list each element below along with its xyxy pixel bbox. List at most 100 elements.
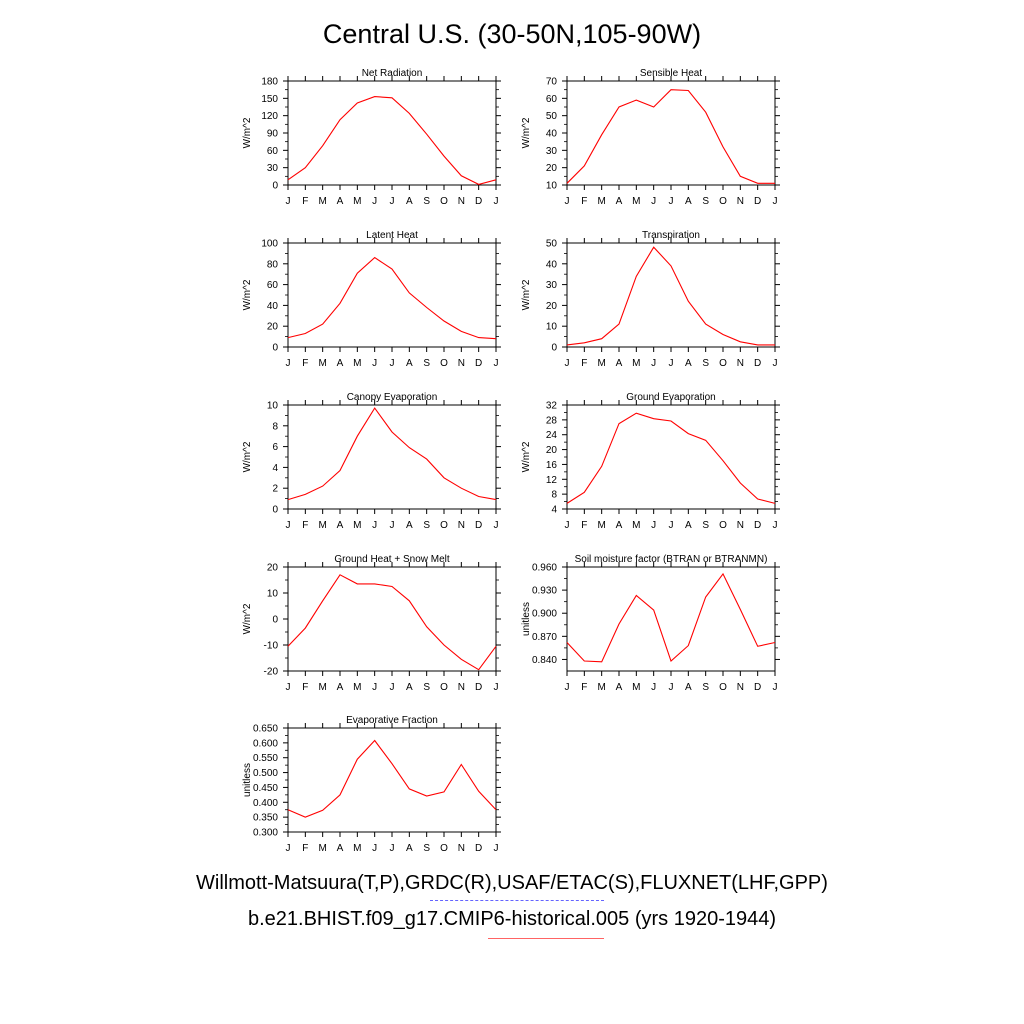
- x-tick-label: A: [406, 196, 413, 207]
- x-tick-label: A: [616, 358, 623, 369]
- y-tick-label: 16: [546, 460, 558, 471]
- page-title: Central U.S. (30-50N,105-90W): [322, 19, 702, 49]
- x-tick-label: F: [302, 358, 308, 369]
- x-tick-label: J: [494, 520, 499, 531]
- y-axis-label: W/m^2: [521, 117, 532, 148]
- x-tick-label: M: [318, 682, 326, 693]
- x-tick-label: M: [632, 196, 640, 207]
- y-tick-label: 20: [546, 163, 558, 174]
- series-line: [287, 96, 497, 185]
- x-tick-label: J: [494, 196, 499, 207]
- x-tick-label: N: [458, 196, 465, 207]
- x-tick-label: N: [458, 520, 465, 531]
- legend-observations-swatch: [430, 900, 604, 901]
- y-tick-label: 0: [272, 505, 278, 516]
- plot-frame: [566, 242, 776, 348]
- plot-frame: [566, 80, 776, 186]
- series-line: [566, 572, 776, 663]
- y-tick-label: 0.550: [253, 753, 278, 764]
- x-tick-label: J: [286, 520, 291, 531]
- x-tick-label: O: [440, 520, 448, 531]
- x-tick-label: D: [475, 682, 482, 693]
- x-tick-label: J: [390, 196, 395, 207]
- chart-panel-8: Soil moisture factor (BTRAN or BTRANMN) 0…: [521, 554, 780, 693]
- x-tick-label: F: [581, 682, 587, 693]
- x-tick-label: F: [302, 682, 308, 693]
- x-tick-label: M: [597, 520, 605, 531]
- x-tick-label: A: [337, 520, 344, 531]
- x-tick-label: D: [475, 358, 482, 369]
- y-tick-label: 8: [272, 421, 278, 432]
- x-tick-label: J: [494, 358, 499, 369]
- x-tick-label: J: [773, 682, 778, 693]
- y-tick-label: 20: [267, 563, 279, 574]
- y-tick-label: 20: [546, 445, 558, 456]
- panel-title: Canopy Evaporation: [347, 392, 438, 403]
- x-tick-label: A: [685, 358, 692, 369]
- y-tick-label: 10: [546, 181, 558, 192]
- x-tick-label: J: [565, 682, 570, 693]
- panel-title: Net Radiation: [362, 68, 423, 79]
- y-tick-label: 0.600: [253, 738, 278, 749]
- y-axis-label: W/m^2: [242, 117, 253, 148]
- x-tick-label: O: [719, 682, 727, 693]
- y-tick-label: 120: [261, 111, 278, 122]
- y-tick-label: 0.960: [532, 563, 557, 574]
- x-tick-label: J: [372, 682, 377, 693]
- y-tick-label: 6: [272, 442, 278, 453]
- y-axis-label: W/m^2: [242, 279, 253, 310]
- plot-frame: [287, 404, 497, 510]
- x-tick-label: A: [406, 520, 413, 531]
- y-tick-label: 0.840: [532, 655, 557, 666]
- x-tick-label: J: [372, 358, 377, 369]
- x-tick-label: J: [390, 843, 395, 854]
- series-line: [566, 246, 775, 346]
- y-tick-label: 50: [546, 239, 558, 250]
- x-tick-label: J: [390, 682, 395, 693]
- y-tick-label: 0: [551, 343, 557, 354]
- y-tick-label: 0.400: [253, 798, 278, 809]
- x-tick-label: J: [372, 520, 377, 531]
- x-tick-label: N: [737, 520, 744, 531]
- x-tick-label: M: [597, 196, 605, 207]
- x-tick-label: J: [286, 682, 291, 693]
- x-tick-label: D: [754, 358, 761, 369]
- x-tick-label: O: [440, 682, 448, 693]
- series-line: [287, 574, 497, 671]
- x-tick-label: J: [669, 520, 674, 531]
- x-tick-label: M: [597, 358, 605, 369]
- x-tick-label: F: [581, 358, 587, 369]
- x-tick-label: F: [302, 843, 308, 854]
- x-tick-label: S: [423, 682, 430, 693]
- x-tick-label: A: [685, 520, 692, 531]
- x-tick-label: N: [737, 196, 744, 207]
- y-tick-label: 90: [267, 129, 279, 140]
- plot-frame: [287, 566, 497, 672]
- x-tick-label: M: [318, 520, 326, 531]
- legend-observations-label: Willmott-Matsuura(T,P),GRDC(R),USAF/ETAC…: [196, 872, 828, 894]
- x-tick-label: D: [754, 520, 761, 531]
- x-tick-label: N: [458, 358, 465, 369]
- y-tick-label: 70: [546, 77, 558, 88]
- x-tick-label: S: [702, 196, 709, 207]
- y-tick-label: 80: [267, 259, 279, 270]
- y-tick-label: 28: [546, 415, 558, 426]
- panel-title: Ground Evaporation: [626, 392, 716, 403]
- x-tick-label: F: [302, 520, 308, 531]
- y-tick-label: 150: [261, 94, 278, 105]
- plot-frame: [287, 80, 497, 186]
- y-axis-label: W/m^2: [242, 441, 253, 472]
- x-tick-label: A: [616, 520, 623, 531]
- x-tick-label: J: [390, 520, 395, 531]
- y-tick-label: 0: [272, 343, 278, 354]
- y-tick-label: 10: [267, 589, 279, 600]
- y-tick-label: 8: [551, 490, 557, 501]
- x-tick-label: A: [337, 843, 344, 854]
- x-tick-label: F: [581, 520, 587, 531]
- x-tick-label: M: [318, 196, 326, 207]
- x-tick-label: J: [372, 196, 377, 207]
